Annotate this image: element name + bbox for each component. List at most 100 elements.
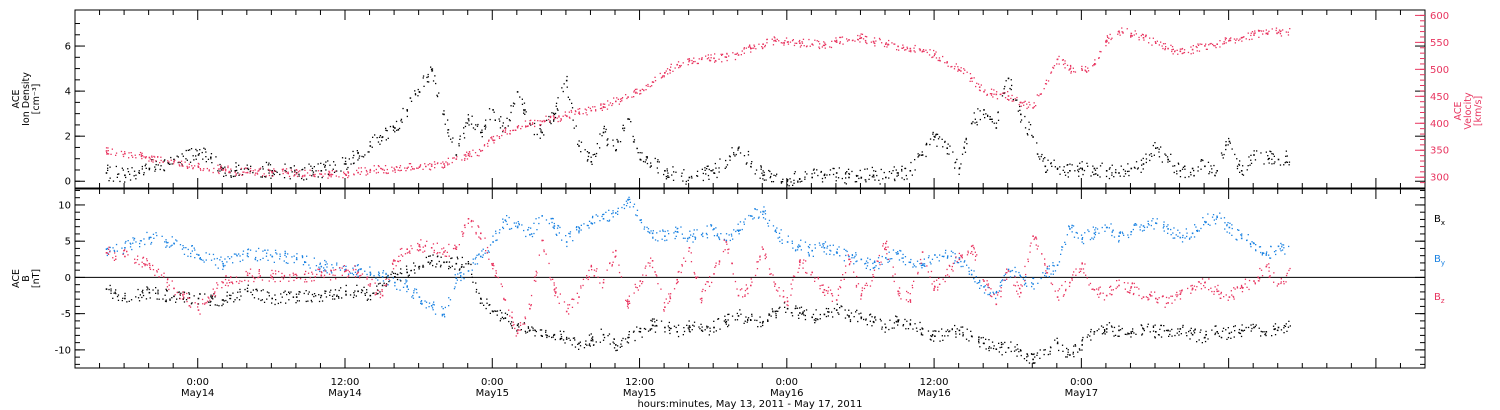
data-point: [639, 158, 642, 161]
data-point: [645, 156, 648, 158]
data-point: [1067, 349, 1069, 351]
data-point: [472, 127, 475, 129]
data-point: [864, 263, 866, 265]
data-point: [531, 326, 533, 328]
data-point: [1205, 334, 1207, 336]
data-point: [1169, 160, 1171, 162]
data-point: [1099, 50, 1101, 53]
data-point: [649, 328, 651, 330]
data-point: [458, 143, 460, 145]
data-point: [369, 285, 371, 287]
data-point: [227, 285, 229, 287]
data-point: [197, 297, 200, 300]
data-point: [622, 124, 624, 126]
data-point: [138, 263, 140, 266]
data-point: [845, 254, 847, 257]
data-point: [475, 256, 477, 259]
data-point: [405, 281, 407, 283]
data-point: [220, 165, 222, 167]
data-point: [788, 185, 790, 187]
data-point: [1052, 273, 1054, 275]
data-point: [950, 250, 953, 252]
data-point: [334, 274, 336, 277]
data-point: [688, 320, 690, 322]
data-point: [369, 171, 371, 173]
data-point: [345, 290, 347, 293]
data-point: [1277, 326, 1280, 329]
data-point: [903, 178, 905, 181]
data-point: [176, 240, 178, 242]
data-point: [799, 181, 801, 183]
data-point: [803, 310, 805, 312]
data-point: [508, 320, 510, 323]
data-point: [524, 317, 527, 320]
data-point: [230, 281, 232, 283]
data-point: [688, 330, 691, 332]
data-point: [418, 245, 420, 247]
data-point: [874, 179, 876, 181]
data-point: [706, 58, 709, 60]
data-point: [576, 292, 578, 294]
data-point: [946, 153, 948, 155]
data-point: [790, 283, 792, 285]
data-point: [851, 170, 853, 173]
data-point: [246, 164, 248, 166]
data-point: [152, 289, 154, 291]
data-point: [948, 331, 950, 333]
data-point: [938, 136, 941, 138]
data-point: [398, 127, 401, 130]
data-point: [1254, 30, 1256, 32]
data-point: [396, 129, 398, 131]
data-point: [173, 295, 175, 298]
data-point: [656, 275, 658, 277]
data-point: [397, 260, 399, 262]
data-point: [794, 250, 797, 252]
data-point: [893, 43, 895, 45]
data-point: [778, 236, 781, 238]
data-point: [754, 319, 756, 321]
data-point: [1210, 42, 1212, 45]
data-point: [953, 262, 956, 264]
data-point: [558, 116, 560, 118]
data-point: [1190, 46, 1192, 48]
data-point: [530, 294, 533, 297]
data-point: [394, 281, 396, 284]
data-point: [710, 225, 712, 227]
data-point: [1200, 329, 1202, 331]
data-point: [1252, 323, 1254, 326]
data-point: [444, 165, 446, 167]
data-point: [376, 285, 378, 287]
data-point: [880, 261, 882, 263]
data-point: [237, 291, 239, 293]
data-point: [365, 169, 368, 172]
data-point: [259, 275, 261, 277]
data-point: [313, 166, 315, 168]
data-point: [837, 312, 839, 314]
data-point: [1020, 119, 1023, 121]
data-point: [223, 300, 225, 302]
data-point: [966, 328, 968, 330]
data-point: [224, 264, 226, 267]
data-point: [167, 161, 169, 164]
data-point: [174, 159, 176, 161]
data-point: [392, 272, 395, 274]
data-point: [181, 165, 183, 167]
data-point: [422, 246, 424, 248]
data-point: [1037, 282, 1039, 284]
data-point: [419, 246, 421, 248]
data-point: [284, 171, 287, 173]
data-point: [970, 122, 973, 125]
data-point: [520, 329, 522, 331]
data-point: [713, 273, 715, 275]
data-point: [1172, 53, 1174, 55]
data-point: [305, 290, 307, 292]
data-point: [268, 172, 270, 174]
data-point: [461, 264, 463, 266]
data-point: [262, 250, 264, 252]
data-point: [750, 51, 752, 53]
data-point: [953, 68, 956, 70]
data-point: [719, 328, 721, 330]
data-point: [239, 173, 241, 175]
data-point: [301, 169, 303, 171]
data-point: [688, 236, 691, 239]
